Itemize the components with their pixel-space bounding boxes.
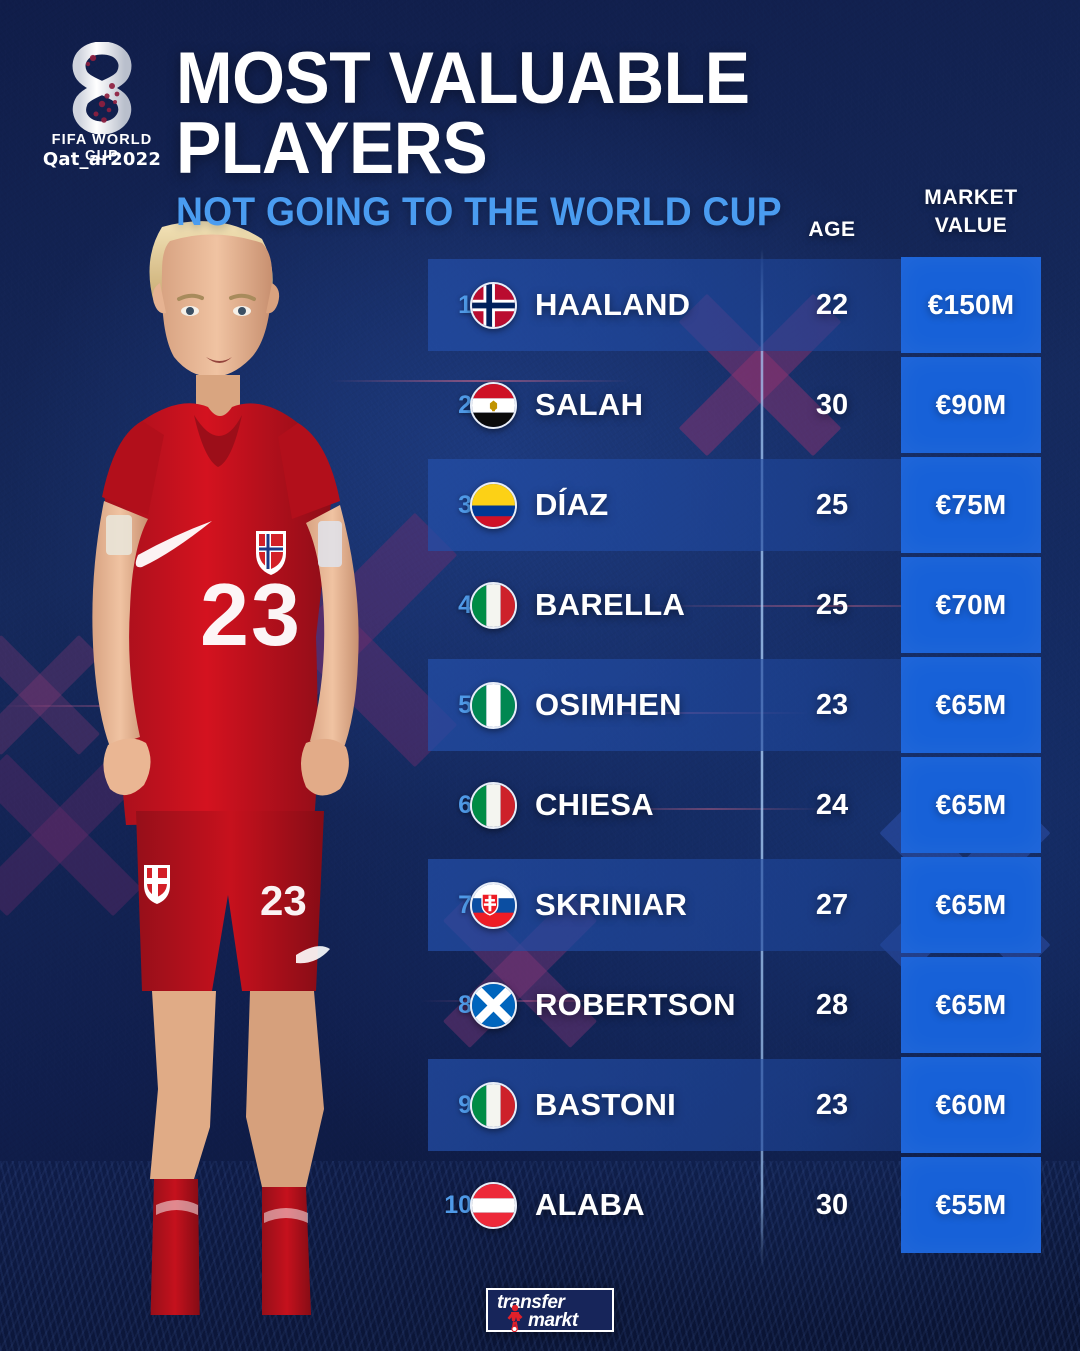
table-row[interactable]: 4 BARELLA 25 €70M [0,555,1080,655]
row-rank: 6 [458,790,472,819]
row-market-value: €60M [901,1057,1041,1153]
flag-egypt-icon [470,382,517,429]
row-rank: 2 [458,390,472,419]
row-market-value: €65M [901,657,1041,753]
row-rank: 9 [458,1090,472,1119]
row-rank: 10 [444,1190,472,1219]
row-player-name: ROBERTSON [535,987,736,1022]
fifa-logo-line1: FIFA WORLD CUP [51,132,153,164]
table-row[interactable]: 3 DÍAZ 25 €75M [0,455,1080,555]
row-player-name: SKRINIAR [535,887,688,922]
row-age: 30 [815,1188,849,1221]
row-rank: 5 [458,690,472,719]
svg-text:23: 23 [260,877,307,924]
row-market-value: €55M [901,1157,1041,1253]
row-player-name: HAALAND [535,287,691,322]
svg-text:23: 23 [200,565,302,664]
transfermarkt-logo: transfer markt [486,1288,614,1332]
row-age: 24 [815,788,849,821]
row-market-value: €150M [901,257,1041,353]
table-row[interactable]: 1 HAALAND 22 €150M [0,255,1080,355]
row-age: 25 [815,488,849,521]
table-row[interactable]: 7 SKRINIAR 27 €65M [0,855,1080,955]
row-market-value: €65M [901,957,1041,1053]
flag-italy-icon [470,582,517,629]
row-rank: 1 [458,290,472,319]
flag-norway-icon [470,282,517,329]
row-player-name: BARELLA [535,587,686,622]
row-market-value: €90M [901,357,1041,453]
row-player-name: OSIMHEN [535,687,682,722]
flag-italy-icon [470,1082,517,1129]
title-block: MOST VALUABLE PLAYERS NOT GOING TO THE W… [176,38,1080,235]
row-market-value: €75M [901,457,1041,553]
table-row[interactable]: 5 OSIMHEN 23 €65M [0,655,1080,755]
flag-austria-icon [470,1182,517,1229]
row-rank: 4 [458,590,472,619]
row-player-name: CHIESA [535,787,654,822]
column-header-market-value-line1: MARKET [924,186,1018,209]
column-header-age: AGE [808,218,856,241]
page-subtitle: NOT GOING TO THE WORLD CUP [176,190,782,235]
flag-slovakia-icon [470,882,517,929]
table-row[interactable]: 2 SALAH 30 €90M [0,355,1080,455]
row-player-name: SALAH [535,387,644,422]
table-row[interactable]: 10 ALABA 30 €55M [0,1155,1080,1255]
table-row[interactable]: 6 CHIESA 24 €65M [0,755,1080,855]
row-age: 22 [815,288,849,321]
flag-scotland-icon [470,982,517,1029]
row-age: 25 [815,588,849,621]
row-rank: 7 [458,890,472,919]
table-row[interactable]: 8 ROBERTSON 28 €65M [0,955,1080,1055]
flag-colombia-icon [470,482,517,529]
column-header-market-value-line2: VALUE [934,213,1008,237]
fifa-logo-line2: Qat_ar2022 [42,149,162,170]
ranking-table: 1 HAALAND 22 €150M 2 SALAH 30 €90M 3 DÍAZ 25 €75M 4 B… [0,255,1080,1255]
row-rank: 8 [458,990,472,1019]
table-row[interactable]: 9 BASTONI 23 €60M [0,1055,1080,1155]
row-market-value: €65M [901,757,1041,853]
row-player-name: ALABA [535,1187,645,1222]
header: FIFA WORLD CUP Qat_ar2022 MOST VALUABLE … [0,0,1080,232]
row-age: 23 [815,688,849,721]
transfermarkt-logo-line2: markt [528,1310,578,1331]
player-photo-haaland: 23 23 [92,221,359,1315]
flag-italy-icon [470,782,517,829]
row-age: 30 [815,388,849,421]
qatar-2022-emblem-icon [72,42,132,134]
fifa-world-cup-logo: FIFA WORLD CUP Qat_ar2022 [36,40,168,170]
transfermarkt-player-icon [507,1304,523,1332]
column-divider [761,248,763,1268]
row-age: 23 [815,1088,849,1121]
row-market-value: €65M [901,857,1041,953]
row-rank: 3 [458,490,472,519]
row-age: 28 [815,988,849,1021]
row-player-name: BASTONI [535,1087,677,1122]
column-header-market-value: MARKET VALUE [901,184,1041,240]
page-title: MOST VALUABLE PLAYERS [176,38,750,190]
row-age: 27 [815,888,849,921]
row-player-name: DÍAZ [535,487,609,522]
row-market-value: €70M [901,557,1041,653]
flag-nigeria-icon [470,682,517,729]
